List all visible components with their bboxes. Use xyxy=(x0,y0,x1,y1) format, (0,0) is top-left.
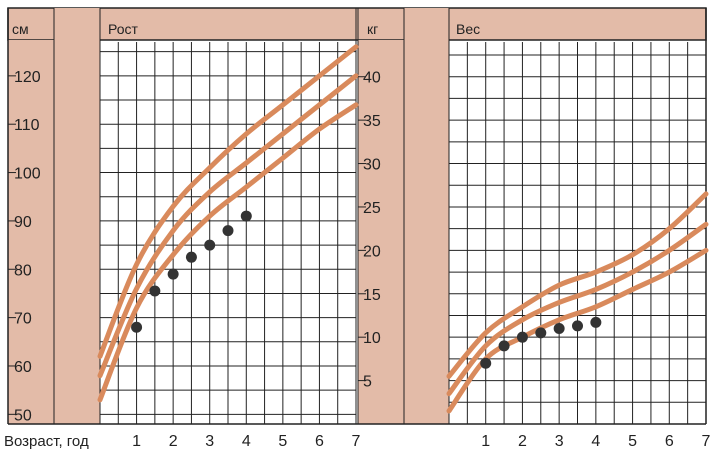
header-bands xyxy=(7,7,707,425)
height-y-tick-label: 120 xyxy=(14,69,41,86)
weight-chart-title: Вес xyxy=(456,21,480,37)
height-axis-band xyxy=(8,40,54,424)
height-x-tick-label: 4 xyxy=(242,433,251,450)
weight-x-tick-label: 7 xyxy=(702,433,710,450)
height-y-tick-label: 60 xyxy=(14,359,32,376)
weight-y-tick-label: 20 xyxy=(363,243,381,260)
height-x-tick-label: 3 xyxy=(205,433,214,450)
weight-point xyxy=(572,320,583,332)
weight-axis-band xyxy=(358,40,404,424)
weight-y-tick-label: 40 xyxy=(363,70,381,87)
height-point xyxy=(167,268,179,280)
weight-point xyxy=(498,340,510,352)
weight-point xyxy=(535,327,547,339)
height-unit-label: см xyxy=(12,21,29,37)
height-y-tick-label: 100 xyxy=(14,166,41,183)
height-point xyxy=(149,285,161,297)
height-point xyxy=(240,210,252,222)
weight-x-tick-label: 1 xyxy=(481,433,490,450)
weight-unit-label: кг xyxy=(367,21,378,37)
height-curve-1 xyxy=(97,44,359,359)
weight-point xyxy=(516,331,528,343)
weight-x-tick-label: 6 xyxy=(665,433,674,450)
weight-y-tick-label: 15 xyxy=(363,287,381,304)
height-curve-3 xyxy=(97,102,359,403)
weight-y-tick-label: 25 xyxy=(363,200,381,217)
weight-curve-2 xyxy=(446,221,709,397)
height-side-band xyxy=(54,8,100,424)
height-y-tick-label: 50 xyxy=(14,407,32,424)
height-y-tick-label: 80 xyxy=(14,262,32,279)
height-point xyxy=(185,251,197,263)
height-point xyxy=(204,239,216,251)
height-x-tick-label: 5 xyxy=(278,433,287,450)
height-curve-2 xyxy=(97,73,359,379)
height-point xyxy=(222,225,234,237)
height-x-tick-label: 1 xyxy=(132,433,141,450)
weight-side-band xyxy=(404,8,449,424)
weight-y-tick-label: 10 xyxy=(363,330,381,347)
height-point xyxy=(131,321,143,333)
height-y-tick-label: 110 xyxy=(14,117,40,134)
height-x-tick-label: 7 xyxy=(352,433,361,450)
weight-x-tick-label: 2 xyxy=(518,433,527,450)
weight-y-tick-label: 30 xyxy=(363,157,381,174)
weight-y-tick-label: 5 xyxy=(363,374,372,391)
weight-curve-1 xyxy=(446,191,709,379)
labels: см Рост кг Вес Возраст, год xyxy=(4,21,480,450)
weight-x-tick-label: 4 xyxy=(591,433,600,450)
height-chart-title: Рост xyxy=(108,21,139,37)
height-y-tick-label: 90 xyxy=(14,214,32,231)
weight-point xyxy=(553,323,565,334)
weight-y-tick-label: 35 xyxy=(363,113,381,130)
weight-x-tick-label: 3 xyxy=(555,433,564,450)
height-x-tick-label: 6 xyxy=(315,433,324,450)
weight-point xyxy=(480,357,492,369)
measurement-points xyxy=(131,210,602,369)
x-axis-label: Возраст, год xyxy=(4,433,89,450)
height-x-tick-label: 2 xyxy=(169,433,178,450)
weight-point xyxy=(590,316,602,328)
height-y-tick-label: 70 xyxy=(14,311,32,328)
weight-x-tick-label: 5 xyxy=(628,433,637,450)
